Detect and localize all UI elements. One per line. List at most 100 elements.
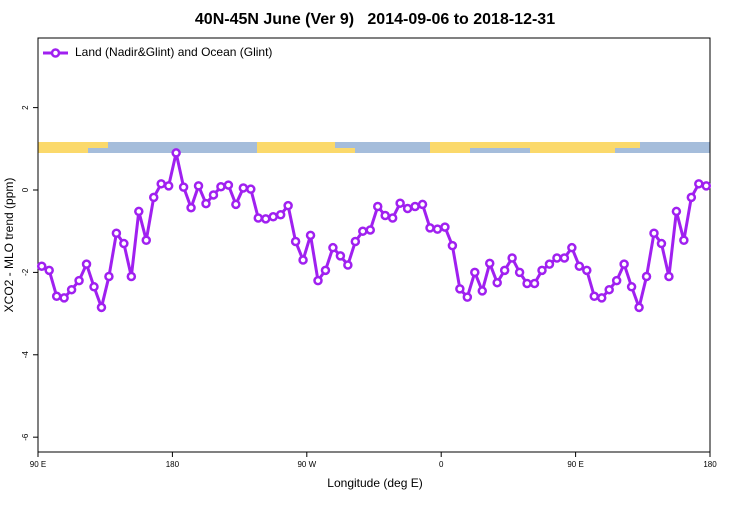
point (626, 282, 637, 292)
point (537, 265, 547, 276)
point (596, 293, 607, 303)
point (96, 302, 107, 313)
point (51, 291, 62, 302)
point (567, 242, 577, 253)
point (156, 179, 166, 189)
point (320, 265, 331, 276)
point (544, 259, 555, 269)
point (402, 203, 413, 214)
point (649, 228, 659, 239)
point (701, 181, 712, 191)
y-tick-label: -4 (21, 351, 30, 359)
point (694, 179, 704, 189)
point (634, 302, 644, 313)
point (641, 271, 652, 282)
point (81, 259, 92, 269)
point (425, 223, 435, 233)
point (671, 206, 682, 217)
point (604, 284, 614, 295)
x-axis-label: Longitude (deg E) (327, 476, 422, 490)
point (305, 230, 316, 241)
point (231, 199, 241, 210)
point (611, 275, 622, 286)
point (163, 181, 174, 191)
point (417, 199, 428, 210)
point (358, 226, 368, 236)
point (350, 236, 361, 247)
point (365, 225, 376, 235)
point (328, 242, 338, 253)
legend-marker (50, 48, 61, 58)
point (238, 183, 249, 193)
point (268, 212, 278, 222)
point (477, 286, 488, 296)
point (484, 258, 495, 269)
point (462, 292, 473, 302)
point (522, 278, 532, 289)
point (89, 282, 99, 292)
point (432, 224, 443, 234)
point (171, 148, 181, 158)
point (66, 284, 77, 295)
x-tick-label: 90 W (297, 460, 316, 469)
point (455, 284, 465, 294)
point (574, 261, 585, 271)
y-axis-label: XCO2 - MLO trend (ppm) (2, 178, 16, 313)
point (492, 277, 502, 288)
point (529, 278, 540, 289)
point (656, 238, 667, 249)
point (387, 213, 398, 223)
point (283, 200, 293, 211)
point (335, 251, 346, 261)
x-tick-label: 90 E (30, 460, 46, 469)
point (447, 240, 458, 251)
point (589, 291, 600, 302)
point (679, 235, 689, 246)
plot-frame (37, 37, 711, 453)
point (470, 267, 480, 278)
surface-strip (38, 142, 710, 153)
point (380, 210, 390, 221)
point (201, 198, 211, 209)
point (246, 184, 256, 194)
x-tick-label: 180 (166, 460, 180, 469)
point (208, 190, 219, 200)
y-tick-label: 2 (21, 105, 30, 110)
point (178, 182, 189, 192)
point (186, 202, 196, 213)
point (619, 259, 629, 269)
point (134, 206, 144, 217)
point (104, 271, 114, 282)
point (148, 192, 159, 203)
point (193, 181, 204, 191)
point (298, 255, 308, 265)
point (395, 198, 405, 208)
point (410, 201, 420, 212)
x-tick-label: 90 E (567, 460, 583, 469)
y-tick-label: -2 (21, 268, 30, 276)
point (59, 293, 69, 303)
point (223, 180, 234, 190)
point (499, 265, 510, 276)
point (275, 209, 286, 220)
legend-label: Land (Nadir&Glint) and Ocean (Glint) (75, 45, 272, 59)
point (686, 192, 697, 203)
x-tick-label: 180 (703, 460, 717, 469)
point (141, 235, 152, 246)
point (253, 213, 264, 223)
point (582, 265, 592, 276)
point (559, 253, 570, 263)
point (664, 271, 674, 282)
point (552, 253, 562, 263)
point (216, 181, 226, 192)
point (74, 275, 84, 286)
point (440, 222, 450, 232)
y-tick-label: 0 (21, 187, 30, 192)
point (111, 228, 122, 239)
point (36, 261, 47, 271)
point (507, 253, 517, 263)
point (290, 236, 301, 247)
x-tick-label: 0 (439, 460, 444, 469)
point (343, 260, 353, 270)
